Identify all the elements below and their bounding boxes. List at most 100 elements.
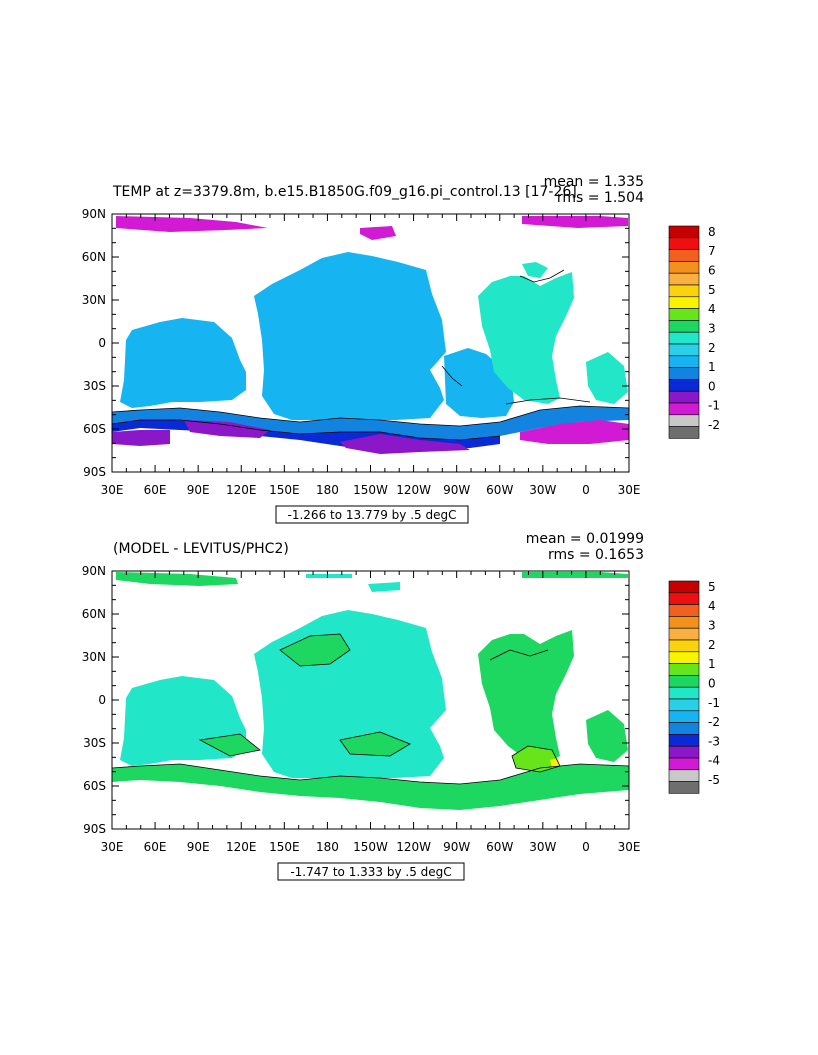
contour-info: -1.747 to 1.333 by .5 degC [290,865,451,879]
x-tick-label: 60W [486,840,513,854]
colorbar-swatch [668,261,700,274]
panel-temp: TEMP at z=3379.8m, b.e15.B1850G.f09_g16.… [82,174,720,524]
contour-line [441,365,463,387]
colorbar-swatch [668,308,700,321]
contour-line [111,405,630,427]
ocean-band-antarctic-3 [112,430,170,446]
stat-rms: rms = 1.504 [557,190,644,206]
y-tick-label: 30N [82,293,106,307]
ocean-field [112,572,629,810]
y-tick-label: 60S [83,422,106,436]
ocean-region-east-atlantic [586,352,628,404]
y-tick-label: 0 [98,336,106,350]
colorbar-label: 1 [708,360,716,374]
contour-line [279,633,351,667]
colorbar-swatch [668,284,700,298]
x-tick-label: 180 [316,483,339,497]
ocean-band-antarctic-6 [520,420,629,444]
x-tick-label: 30W [529,483,556,497]
ocean-patch-yellow-green [512,746,560,772]
colorbar-swatch [668,225,700,239]
colorbar-swatch [668,663,700,676]
colorbar-label: 6 [708,264,716,278]
colorbar-label: 4 [708,302,716,316]
x-tick-labels: 30E 60E 90E 120E 150E 180 150W 120W 90W 60W 30W 0 30… [101,840,641,854]
colorbar-swatch [668,237,700,250]
ocean-arctic-2 [306,574,352,578]
x-tick-label: 60E [144,840,167,854]
x-tick-labels: 30E 60E 90E 120E 150E 180 150W 120W 90W 60W 30W 0 30… [101,483,641,497]
ocean-arctic-1 [116,216,268,232]
colorbar-swatch [668,734,700,747]
colorbar-swatch [668,249,700,262]
colorbar-label: 3 [708,619,716,633]
colorbar-swatch [668,390,700,404]
colorbar-label: -2 [708,715,720,729]
contour-line [111,763,630,785]
ocean-band-antarctic-4 [184,420,270,438]
contour-info-box [275,505,469,524]
ocean-region-north-atlantic [478,272,574,404]
colorbar-label: -1 [708,399,720,413]
ocean-band-antarctic-1 [112,406,629,440]
colorbar-swatch [668,331,700,345]
contour-line [339,731,411,757]
colorbar-swatch [668,402,700,416]
colorbar-label: -2 [708,418,720,432]
colorbar-label: 0 [708,379,716,393]
ocean-arctic-3 [368,582,400,592]
contour-lines [111,633,630,785]
contour-line [511,745,561,773]
colorbar-label: 5 [708,283,716,297]
x-tick-label: 90W [443,483,470,497]
ocean-region-indian [120,318,246,408]
colorbar-swatch [668,722,700,735]
x-tick-label: 90E [187,840,210,854]
x-tick-label: 90E [187,483,210,497]
axis-ticks [111,213,630,473]
colorbar-label: -3 [708,734,720,748]
colorbar-label: -4 [708,754,720,768]
contour-lines [111,269,630,441]
x-tick-label: 150E [269,483,300,497]
y-tick-labels: 90N 60N 30N 0 30S 60S 90S [82,207,106,479]
colorbar-label: 0 [708,676,716,690]
contour-line [519,269,565,283]
colorbar-swatch [668,686,700,700]
colorbar-label: 2 [708,638,716,652]
colorbar-swatch [668,320,700,333]
stat-mean: mean = 1.335 [544,174,644,190]
map-area: 30E 60E 90E 120E 150E 180 150W 120W 90W 60W 30W 0 30… [82,564,641,854]
ocean-arctic-1 [116,572,238,586]
colorbar-swatch [668,580,700,594]
x-tick-label: 150W [353,840,388,854]
colorbar-swatch [668,675,700,688]
x-tick-label: 120E [226,840,257,854]
ocean-arctic-3 [522,216,628,228]
ocean-region-atlantic [478,630,574,762]
colorbar-label: 4 [708,599,716,613]
ocean-patch-green [200,734,260,756]
ocean-patch-green [340,732,410,756]
ocean-region-pacific [254,252,446,420]
ocean-region-arctic-shelf [522,262,548,278]
ocean-region-east-atlantic [586,710,628,762]
colorbar-swatch [668,698,700,712]
colorbar: 5 4 3 2 1 0 -1 -2 -3 -4 -5 [668,580,720,794]
ocean-arctic-2 [360,226,396,240]
colorbar-label: 7 [708,244,716,258]
colorbar-swatch [668,355,700,368]
y-tick-label: 30S [83,379,106,393]
y-tick-labels: 90N 60N 30N 0 30S 60S 90S [82,564,106,836]
colorbar-swatch [668,769,700,782]
y-tick-label: 60N [82,607,106,621]
panel-title: TEMP at z=3379.8m, b.e15.B1850G.f09_g16.… [112,184,577,200]
y-tick-label: 90N [82,207,106,221]
colorbar-swatch [668,639,700,653]
colorbar-label: 8 [708,225,716,239]
colorbar-label: 3 [708,321,716,335]
axis-ticks [111,570,630,830]
ocean-field [112,216,629,454]
y-tick-label: 30S [83,736,106,750]
